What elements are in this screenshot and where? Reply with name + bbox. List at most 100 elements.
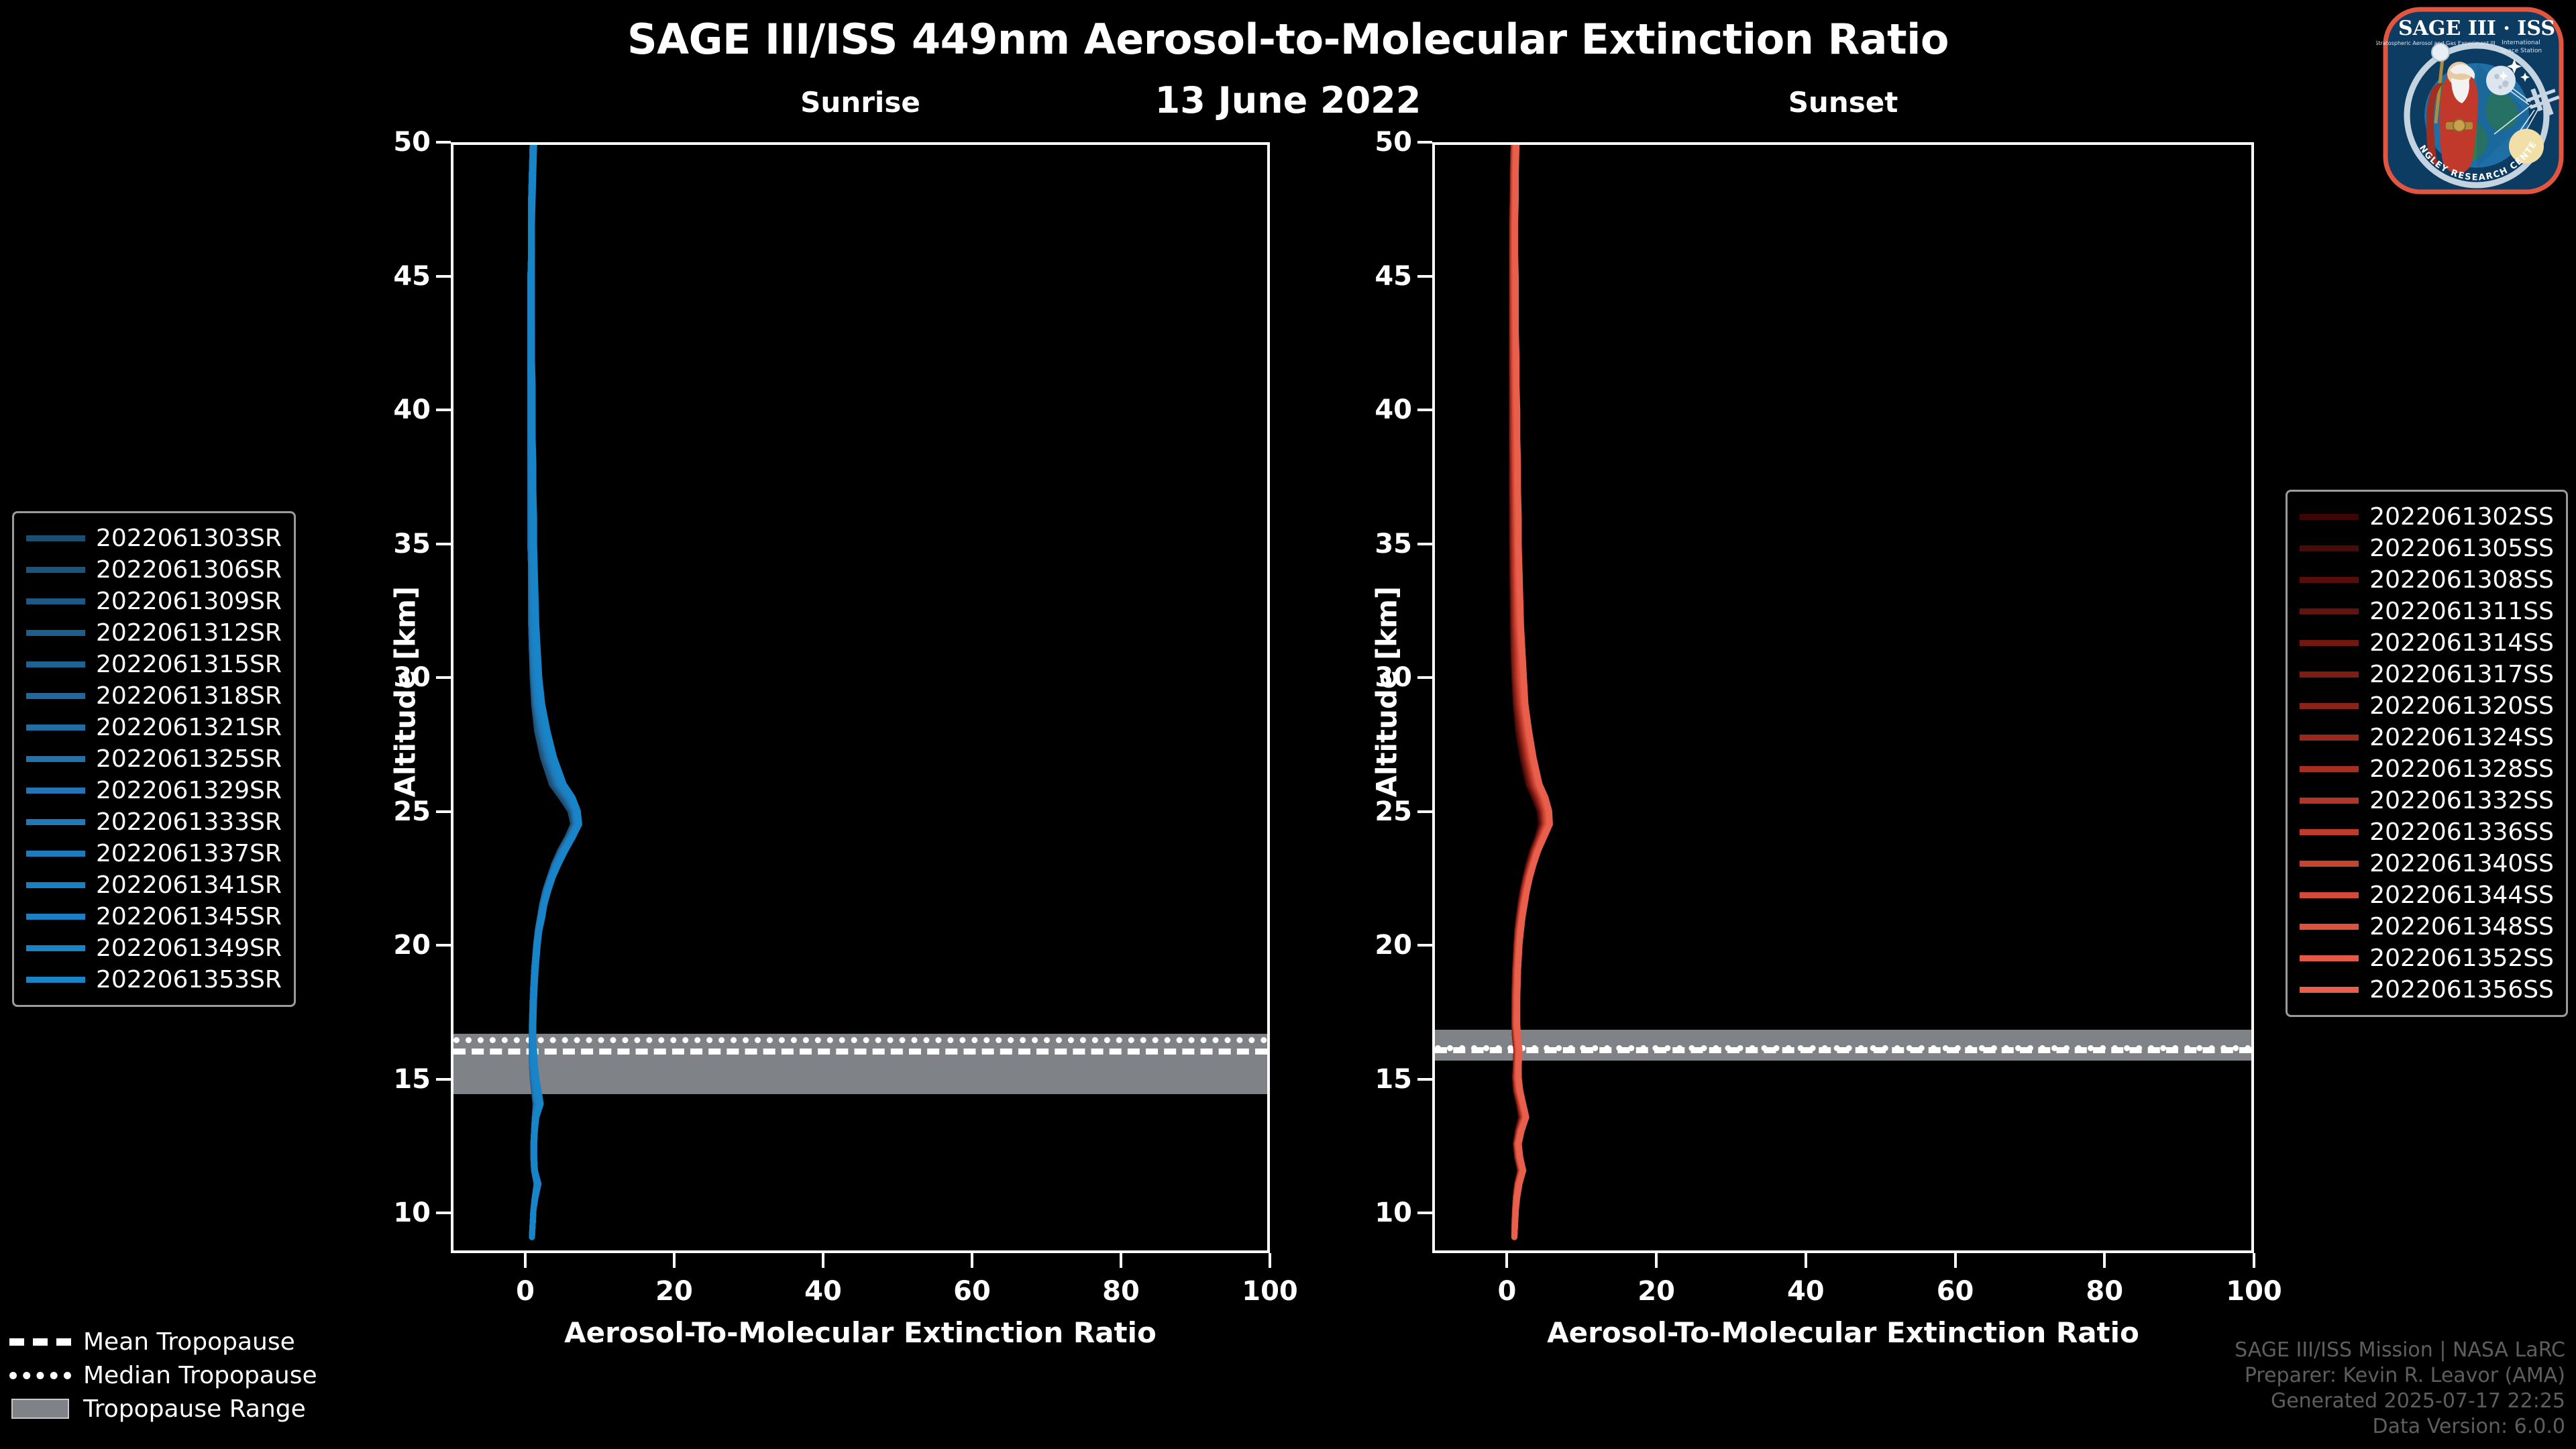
filled-band-icon [9, 1399, 71, 1419]
legend-item[interactable]: 2022061321SR [26, 712, 282, 743]
x-tick [822, 1253, 824, 1268]
legend-item[interactable]: 2022061320SS [2300, 690, 2554, 722]
footer-mission: SAGE III/ISS Mission | NASA LaRC [2235, 1338, 2565, 1362]
tropopause-mean-sunrise [453, 1048, 1267, 1055]
legend-item[interactable]: 2022061305SS [2300, 533, 2554, 564]
y-tick [1417, 274, 1432, 278]
x-tick [1953, 1253, 1957, 1268]
legend-item[interactable]: 2022061345SR [26, 901, 282, 932]
legend-color-swatch [26, 788, 85, 794]
x-tick-label: 0 [516, 1276, 535, 1307]
panel-title-sunset: Sunset [1788, 86, 1898, 119]
legend-event-label: 2022061329SR [96, 777, 282, 804]
x-tick-label: 40 [1786, 1276, 1825, 1307]
legend-sunset[interactable]: 2022061302SS 2022061305SS 2022061308SS 2022… [2286, 490, 2568, 1017]
x-tick-label: 20 [1638, 1276, 1675, 1307]
legend-color-swatch [2300, 640, 2359, 646]
legend-item[interactable]: 2022061302SS [2300, 501, 2554, 533]
legend-item[interactable]: 2022061324SS [2300, 722, 2554, 753]
y-tick-label: 50 [393, 127, 431, 158]
y-tick [436, 1212, 451, 1215]
y-axis-title-sunrise: Altitude [km] [388, 586, 422, 798]
patch-subtitle-right-2: Space Station [2500, 48, 2542, 54]
y-tick-label: 25 [1375, 796, 1412, 827]
legend-event-label: 2022061315SR [96, 651, 282, 678]
legend-color-swatch [2300, 987, 2359, 993]
legend-event-label: 2022061328SS [2369, 755, 2554, 783]
legend-event-label: 2022061314SS [2369, 629, 2554, 657]
legend-event-label: 2022061356SS [2369, 976, 2554, 1004]
legend-item[interactable]: 2022061349SR [26, 932, 282, 964]
footer-generated: Generated 2025-07-17 22:25 [2270, 1389, 2565, 1413]
legend-tropopause: Mean Tropopause Median Tropopause Tropop… [9, 1325, 317, 1426]
legend-event-label: 2022061344SS [2369, 881, 2554, 909]
legend-item[interactable]: 2022061332SS [2300, 785, 2554, 816]
y-tick-label: 30 [393, 662, 431, 694]
legend-item-median-tropopause: Median Tropopause [9, 1358, 317, 1392]
legend-item[interactable]: 2022061314SS [2300, 627, 2554, 659]
legend-color-swatch [26, 851, 85, 857]
legend-item[interactable]: 2022061340SS [2300, 848, 2554, 879]
legend-item[interactable]: 2022061311SS [2300, 596, 2554, 627]
y-tick [436, 274, 451, 278]
legend-event-label: 2022061341SR [96, 871, 282, 899]
legend-item[interactable]: 2022061344SS [2300, 879, 2554, 911]
legend-item[interactable]: 2022061325SR [26, 743, 282, 775]
legend-item[interactable]: 2022061315SR [26, 649, 282, 680]
legend-color-swatch [2300, 924, 2359, 930]
patch-subtitle-left: Stratospheric Aerosol and Gas Experiment… [2376, 40, 2496, 46]
legend-color-swatch [26, 598, 85, 604]
legend-item[interactable]: 2022061341SR [26, 869, 282, 901]
legend-color-swatch [26, 661, 85, 667]
y-tick [436, 409, 451, 412]
y-tick-label: 40 [393, 394, 431, 426]
legend-event-label: 2022061321SR [96, 714, 282, 741]
legend-item[interactable]: 2022061333SR [26, 806, 282, 838]
legend-item[interactable]: 2022061308SS [2300, 564, 2554, 596]
y-tick [1417, 409, 1432, 412]
legend-event-label: 2022061348SS [2369, 913, 2554, 941]
x-tick-label: 80 [2086, 1276, 2124, 1307]
y-tick [436, 810, 451, 813]
x-tick [2103, 1253, 2106, 1268]
legend-event-label: 2022061317SS [2369, 661, 2554, 688]
legend-event-label: 2022061349SR [96, 934, 282, 962]
legend-item[interactable]: 2022061328SS [2300, 753, 2554, 785]
legend-color-swatch [2300, 798, 2359, 804]
legend-item[interactable]: 2022061309SR [26, 586, 282, 617]
y-tick-label: 10 [1375, 1197, 1412, 1229]
x-tick-label: 60 [953, 1276, 991, 1307]
legend-event-label: 2022061312SR [96, 619, 282, 647]
legend-item[interactable]: 2022061329SR [26, 775, 282, 806]
x-tick [673, 1253, 676, 1268]
legend-event-label: 2022061325SR [96, 745, 282, 773]
legend-item[interactable]: 2022061353SR [26, 964, 282, 996]
y-tick-label: 10 [393, 1197, 431, 1229]
y-tick-label: 20 [393, 930, 431, 961]
legend-item[interactable]: 2022061317SS [2300, 659, 2554, 690]
legend-color-swatch [2300, 672, 2359, 678]
footer-credits: SAGE III/ISS Mission | NASA LaRC Prepare… [2235, 1338, 2565, 1440]
data-curve [1511, 145, 1553, 1240]
legend-color-swatch [2300, 766, 2359, 772]
legend-item[interactable]: 2022061318SR [26, 680, 282, 712]
legend-color-swatch [26, 882, 85, 888]
legend-item[interactable]: 2022061356SS [2300, 974, 2554, 1006]
legend-item-mean-tropopause: Mean Tropopause [9, 1325, 317, 1358]
x-tick-label: 60 [1936, 1276, 1974, 1307]
legend-item[interactable]: 2022061337SR [26, 838, 282, 869]
y-tick [436, 542, 451, 545]
legend-event-label: 2022061336SS [2369, 818, 2554, 846]
legend-item[interactable]: 2022061303SR [26, 523, 282, 554]
legend-item[interactable]: 2022061352SS [2300, 943, 2554, 974]
legend-item[interactable]: 2022061336SS [2300, 816, 2554, 848]
legend-item[interactable]: 2022061348SS [2300, 911, 2554, 943]
legend-color-swatch [26, 535, 85, 541]
legend-item[interactable]: 2022061306SR [26, 554, 282, 586]
legend-item[interactable]: 2022061312SR [26, 617, 282, 649]
y-tick [1417, 1077, 1432, 1081]
legend-color-swatch [26, 819, 85, 825]
legend-color-swatch [2300, 514, 2359, 520]
legend-sunrise[interactable]: 2022061303SR 2022061306SR 2022061309SR 2022… [12, 511, 296, 1007]
y-tick-label: 30 [1375, 662, 1412, 694]
